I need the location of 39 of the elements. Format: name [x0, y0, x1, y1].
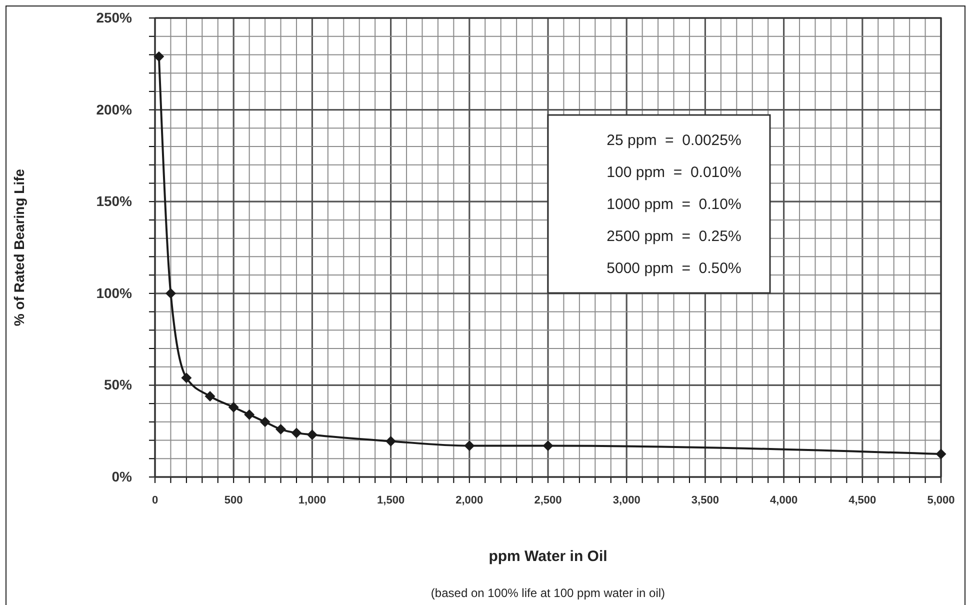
annotation: 1000 ppm = 0.10%: [606, 196, 742, 213]
x-tick-label: 500: [224, 494, 243, 507]
point: [306, 430, 318, 440]
x-tick-label: 4,500: [848, 494, 876, 507]
point: [228, 402, 239, 412]
y-tick-label: 50%: [104, 376, 133, 393]
x-tick-label: 2,500: [534, 494, 562, 507]
point: [936, 448, 946, 460]
y-tick-label: 0%: [112, 468, 133, 484]
x-tick-label: 3,000: [612, 494, 640, 507]
point: [244, 409, 255, 420]
point: [386, 436, 396, 446]
point: [165, 288, 176, 299]
x-tick-label: 2,000: [456, 494, 484, 507]
x-tick-label: 0: [152, 494, 158, 507]
annotation: 100 ppm = 0.010%: [606, 164, 742, 181]
y-axis-title: % of Rated Bearing Life: [11, 168, 27, 326]
point: [204, 390, 216, 402]
point: [542, 440, 554, 452]
y-tick-label: 100%: [96, 284, 133, 301]
point: [260, 416, 270, 428]
point: [154, 51, 164, 62]
x-tick-label: 3,500: [691, 494, 719, 507]
point: [464, 440, 475, 452]
x-tick-label: 1,000: [298, 494, 326, 507]
y-tick-label: 200%: [96, 101, 133, 118]
annotation: 25 ppm = 0.0025%: [606, 132, 742, 149]
annotation: 5000 ppm = 0.50%: [606, 260, 742, 277]
point: [291, 428, 302, 438]
annotation: 2500 ppm = 0.25%: [606, 228, 742, 245]
point: [181, 372, 192, 384]
x-tick-label: 1,500: [377, 494, 405, 507]
y-tick-label: 250%: [96, 9, 133, 26]
point: [276, 424, 286, 435]
x-axis-title: ppm Water in Oil: [488, 548, 608, 565]
text: (based on 100% life at 100 ppm water in oil): [430, 586, 666, 600]
x-tick-label: 5,000: [927, 494, 955, 507]
x-tick-label: 4,000: [770, 494, 798, 507]
y-tick-label: 150%: [96, 193, 133, 210]
